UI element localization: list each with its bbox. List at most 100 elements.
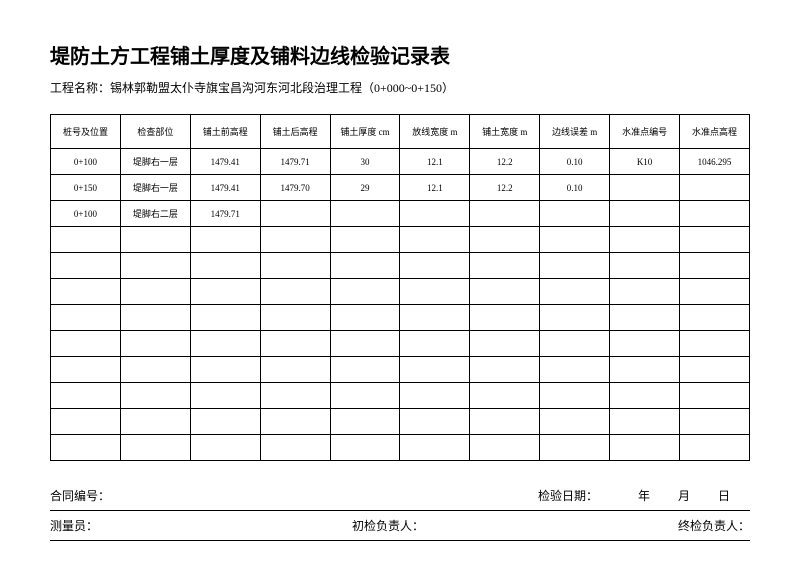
table-header-cell: 边线误差 m [540, 115, 610, 149]
record-table: 桩号及位置检查部位铺土前高程铺土后高程铺土厚度 cm放线宽度 m铺土宽度 m边线… [50, 114, 750, 461]
table-cell [470, 227, 540, 253]
table-row [51, 435, 750, 461]
table-cell: 30 [330, 149, 400, 175]
day-label: 日 [718, 487, 730, 504]
table-cell: 0.10 [540, 149, 610, 175]
table-header-cell: 水准点高程 [680, 115, 750, 149]
table-row: 0+100堤脚右二层1479.71 [51, 201, 750, 227]
table-cell: 1479.70 [260, 175, 330, 201]
table-cell [470, 357, 540, 383]
table-cell [610, 175, 680, 201]
table-cell [51, 253, 121, 279]
table-cell [540, 331, 610, 357]
table-cell [400, 227, 470, 253]
table-cell [51, 279, 121, 305]
table-cell: 1046.295 [680, 149, 750, 175]
table-cell: 堤脚右一层 [120, 175, 190, 201]
table-cell [190, 435, 260, 461]
table-cell [190, 383, 260, 409]
table-cell [470, 331, 540, 357]
table-cell [540, 383, 610, 409]
table-cell [330, 331, 400, 357]
month-label: 月 [678, 487, 690, 504]
table-cell [190, 279, 260, 305]
table-cell [680, 279, 750, 305]
surveyor-label: 测量员： [50, 517, 98, 534]
table-cell [330, 435, 400, 461]
table-cell: 1479.41 [190, 149, 260, 175]
footer-line-2: 测量员： 初检负责人： 终检负责人： [50, 511, 750, 541]
table-cell [610, 409, 680, 435]
table-cell [120, 331, 190, 357]
table-cell [540, 357, 610, 383]
table-cell [190, 227, 260, 253]
table-cell [260, 383, 330, 409]
table-cell: 0+100 [51, 201, 121, 227]
table-header-cell: 铺土厚度 cm [330, 115, 400, 149]
table-row [51, 409, 750, 435]
table-cell [610, 305, 680, 331]
table-cell [610, 253, 680, 279]
table-row [51, 253, 750, 279]
table-header-cell: 桩号及位置 [51, 115, 121, 149]
table-cell [120, 357, 190, 383]
table-cell [190, 409, 260, 435]
table-cell [120, 409, 190, 435]
table-cell: 29 [330, 175, 400, 201]
page-title: 堤防土方工程铺土厚度及铺料边线检验记录表 [50, 40, 750, 69]
table-cell [51, 305, 121, 331]
table-cell: 0.10 [540, 175, 610, 201]
table-cell [51, 435, 121, 461]
table-cell [680, 253, 750, 279]
table-cell [400, 435, 470, 461]
table-cell [260, 227, 330, 253]
table-cell [330, 279, 400, 305]
table-cell [470, 305, 540, 331]
table-cell [470, 383, 540, 409]
table-row [51, 357, 750, 383]
table-cell [330, 227, 400, 253]
table-header-cell: 铺土宽度 m [470, 115, 540, 149]
table-cell [680, 201, 750, 227]
table-cell [260, 435, 330, 461]
table-cell [51, 331, 121, 357]
table-cell [540, 305, 610, 331]
table-header-cell: 铺土后高程 [260, 115, 330, 149]
table-cell [260, 253, 330, 279]
table-row [51, 331, 750, 357]
table-cell [260, 305, 330, 331]
table-header-row: 桩号及位置检查部位铺土前高程铺土后高程铺土厚度 cm放线宽度 m铺土宽度 m边线… [51, 115, 750, 149]
table-header-cell: 铺土前高程 [190, 115, 260, 149]
table-cell [51, 357, 121, 383]
table-cell [330, 383, 400, 409]
table-cell [400, 305, 470, 331]
table-cell [120, 305, 190, 331]
table-cell [51, 227, 121, 253]
table-cell: 1479.71 [260, 149, 330, 175]
table-cell [400, 409, 470, 435]
table-header-cell: 检查部位 [120, 115, 190, 149]
table-cell [190, 357, 260, 383]
table-cell: 0+150 [51, 175, 121, 201]
table-cell [610, 331, 680, 357]
table-cell [120, 253, 190, 279]
table-cell [51, 409, 121, 435]
table-cell [540, 279, 610, 305]
table-cell [610, 435, 680, 461]
table-row [51, 227, 750, 253]
table-cell: 12.1 [400, 149, 470, 175]
table-cell [680, 331, 750, 357]
table-cell: 堤脚右二层 [120, 201, 190, 227]
table-cell [330, 201, 400, 227]
table-cell [680, 409, 750, 435]
table-cell [120, 227, 190, 253]
table-cell: K10 [610, 149, 680, 175]
table-cell [540, 435, 610, 461]
table-cell: 1479.71 [190, 201, 260, 227]
table-cell: 0+100 [51, 149, 121, 175]
table-cell [330, 305, 400, 331]
table-cell: 12.2 [470, 175, 540, 201]
table-cell [680, 383, 750, 409]
inspect-date-label: 检验日期： [538, 487, 598, 504]
table-cell [470, 409, 540, 435]
